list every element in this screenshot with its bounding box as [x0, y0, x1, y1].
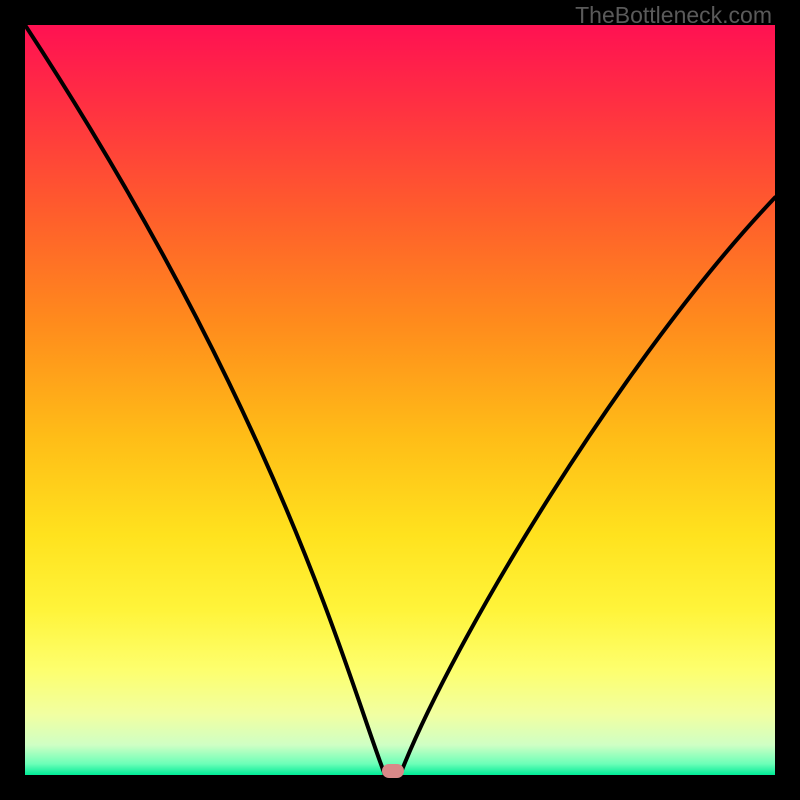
curve-right-branch: [400, 198, 775, 776]
watermark-text: TheBottleneck.com: [575, 2, 772, 29]
plot-area: [25, 25, 775, 775]
bottleneck-curve: [25, 25, 775, 775]
optimal-point-marker: [382, 764, 404, 778]
curve-left-branch: [25, 25, 385, 775]
